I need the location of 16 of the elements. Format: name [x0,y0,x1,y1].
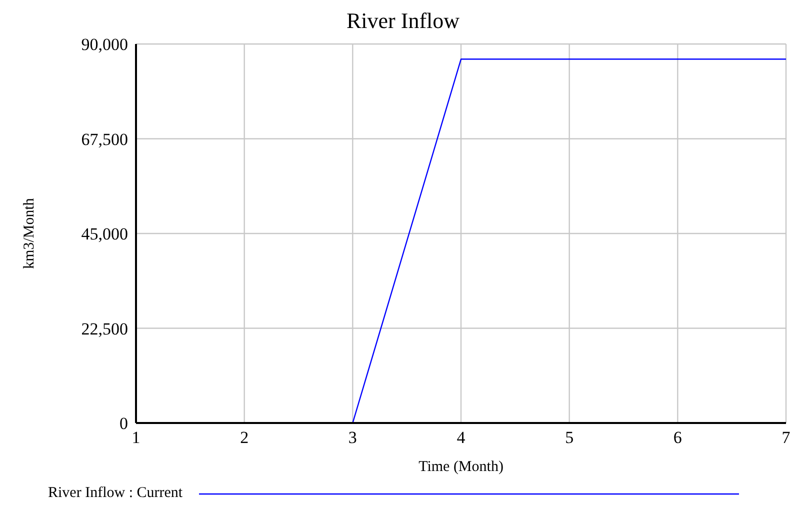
x-axis-title: Time (Month) [418,459,504,475]
x-tick-label: 7 [782,428,791,448]
x-tick-label: 1 [132,428,140,448]
x-tick-label: 4 [456,428,466,448]
y-tick-label: 0 [120,414,128,434]
y-tick-label: 67,500 [81,130,128,149]
y-tick-label: 22,500 [81,319,128,338]
x-tick-label: 6 [673,428,682,448]
x-tick-label: 2 [240,428,249,448]
chart-title: River Inflow [345,8,461,35]
x-tick-label: 5 [565,428,574,448]
y-axis-title: km3/Month [21,198,38,269]
text: River Inflow : Current [48,485,183,502]
x-tick-label: 3 [348,428,357,448]
y-tick-label: 90,000 [81,35,128,54]
y-tick-label: 45,000 [81,224,128,244]
